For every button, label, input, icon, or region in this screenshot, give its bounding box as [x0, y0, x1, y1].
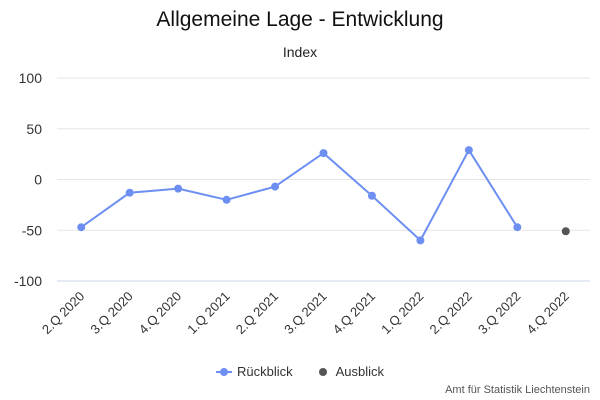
y-tick-label: 100	[19, 70, 43, 86]
legend: Rückblick Ausblick	[0, 364, 600, 379]
y-tick-label: -50	[22, 222, 42, 238]
legend-item-ausblick[interactable]: Ausblick	[315, 364, 384, 379]
data-point	[416, 236, 425, 245]
x-tick-label: 1.Q 2022	[378, 289, 426, 337]
x-tick-label: 3.Q 2021	[281, 289, 329, 337]
y-tick-label: 50	[26, 121, 42, 137]
data-point	[561, 227, 570, 236]
x-tick-label: 4.Q 2022	[523, 289, 571, 337]
legend-swatch-ausblick	[315, 367, 331, 377]
x-tick-label: 4.Q 2021	[330, 289, 378, 337]
x-tick-label: 2.Q 2022	[427, 289, 475, 337]
data-point	[513, 223, 522, 232]
chart-title: Allgemeine Lage - Entwicklung	[156, 8, 444, 31]
data-point	[125, 188, 134, 197]
x-tick-label: 3.Q 2020	[87, 289, 135, 337]
series-line-0	[80, 149, 519, 242]
legend-swatch-rueckblick	[215, 367, 232, 377]
x-tick-label: 2.Q 2021	[233, 289, 281, 337]
credits: Amt für Statistik Liechtenstein	[445, 384, 590, 396]
legend-label-rueckblick: Rückblick	[236, 364, 293, 379]
legend-item-rueckblick[interactable]: Rückblick	[215, 364, 293, 379]
legend-label-ausblick: Ausblick	[335, 364, 385, 379]
data-point	[367, 191, 376, 200]
chart-subtitle: Index	[282, 44, 318, 60]
data-point	[464, 146, 473, 155]
x-tick-label: 2.Q 2020	[39, 289, 87, 337]
data-point	[319, 149, 328, 158]
x-tick-label: 3.Q 2022	[475, 289, 523, 337]
y-tick-label: -100	[14, 273, 42, 289]
x-tick-label: 1.Q 2021	[184, 289, 232, 337]
y-tick-label: 0	[34, 172, 42, 188]
data-point	[77, 223, 86, 232]
data-point	[271, 182, 280, 191]
data-point	[222, 195, 231, 204]
data-point	[174, 184, 183, 193]
x-tick-label: 4.Q 2020	[136, 289, 184, 337]
